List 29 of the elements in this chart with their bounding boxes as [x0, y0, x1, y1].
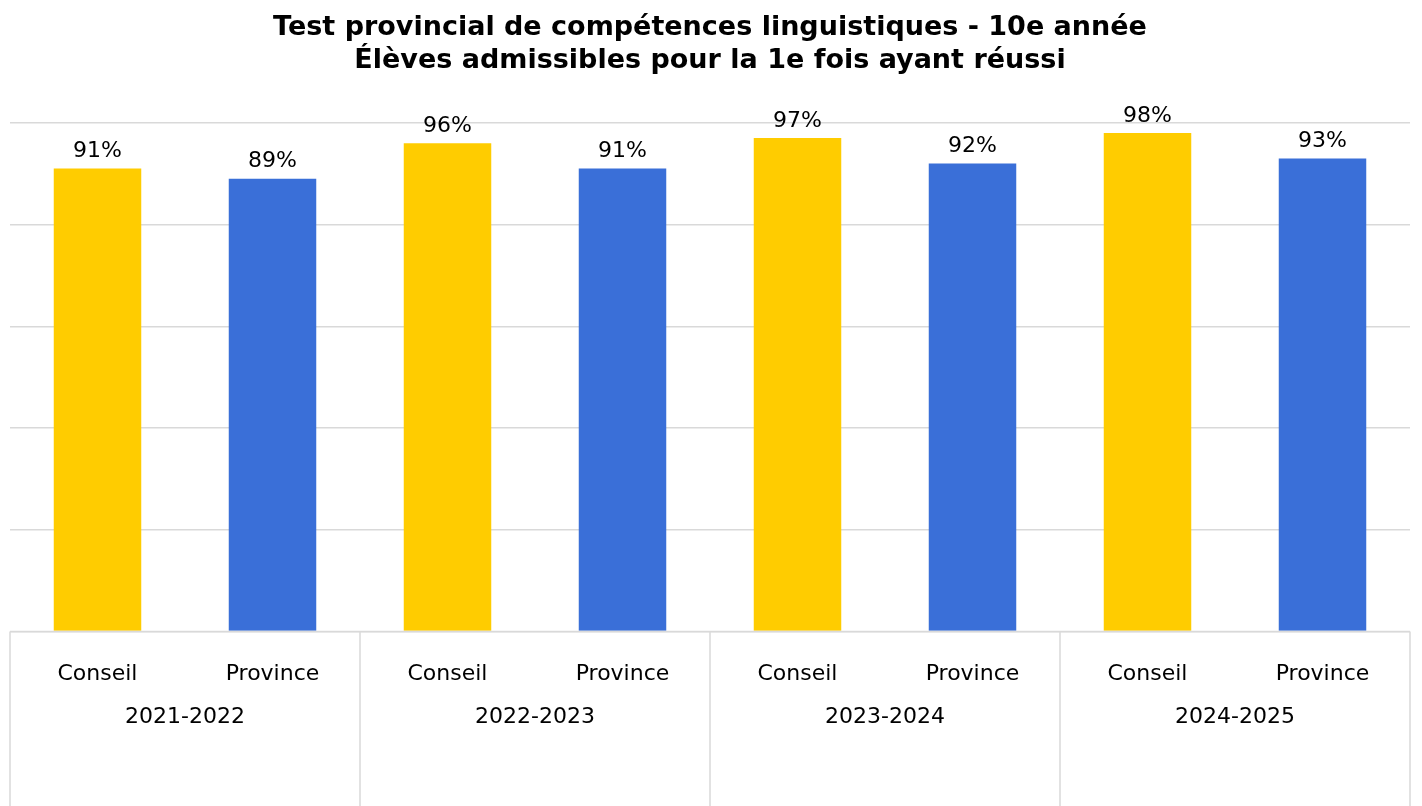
- data-label: 92%: [948, 132, 997, 158]
- x-tick-label: 2021-2022: [125, 702, 245, 728]
- bar: [403, 143, 492, 631]
- data-label: 91%: [598, 137, 647, 163]
- text: Province: [925, 660, 1020, 686]
- text: Province: [225, 660, 320, 686]
- text: Conseil: [1107, 660, 1188, 686]
- data-label: 98%: [1123, 101, 1172, 127]
- bar: [928, 163, 1017, 631]
- bar: [753, 138, 842, 631]
- series-label: Conseil: [57, 660, 138, 686]
- x-tick-label: 2022-2023: [475, 702, 595, 728]
- series-label: Province: [575, 660, 670, 686]
- x-tick-label: 2023-2024: [825, 702, 945, 728]
- text: Province: [1275, 660, 1370, 686]
- data-label: 89%: [248, 147, 297, 173]
- data-label: 97%: [773, 106, 822, 132]
- bar: [578, 168, 667, 631]
- data-label: 93%: [1298, 127, 1347, 153]
- bar: [1103, 132, 1192, 631]
- text: Conseil: [407, 660, 488, 686]
- chart-title: Test provincial de compétences linguistiques - 10e année Élèves admissibles pour la 1e fois ayant réussi: [273, 10, 1147, 74]
- data-label: 96%: [423, 111, 472, 137]
- bar: [53, 168, 142, 631]
- data-label: 91%: [73, 137, 122, 163]
- x-tick-label: 2024-2025: [1175, 702, 1295, 728]
- bar: [1278, 158, 1367, 631]
- bar: [228, 178, 317, 631]
- text: Conseil: [757, 660, 838, 686]
